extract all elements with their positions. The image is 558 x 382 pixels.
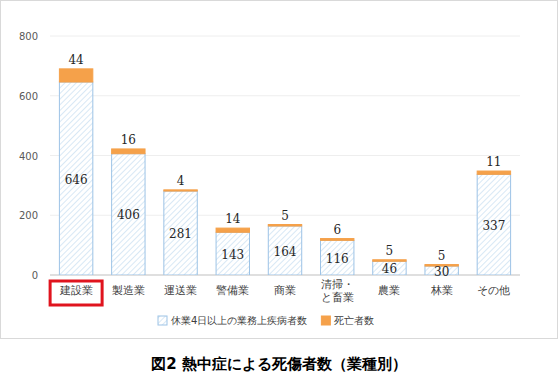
bar xyxy=(268,225,301,226)
data-label: 30 xyxy=(434,265,449,279)
bar xyxy=(477,171,510,174)
chart-title: 図2 熱中症による死傷者数（業種別） xyxy=(151,355,407,373)
bar xyxy=(164,191,197,275)
bar xyxy=(477,174,510,275)
x-tick-line: その他 xyxy=(477,284,510,297)
chart-frame xyxy=(1,1,558,339)
x-tick-label: 農業 xyxy=(378,284,400,297)
y-tick-label: 600 xyxy=(19,91,38,102)
data-label: 14 xyxy=(225,212,241,226)
data-label: 143 xyxy=(221,248,244,262)
x-tick-line: 運送業 xyxy=(164,284,197,297)
bar xyxy=(373,260,406,261)
data-label: 5 xyxy=(438,249,446,263)
data-label: 406 xyxy=(117,208,140,222)
x-tick-line: 建設業 xyxy=(59,284,93,297)
x-tick-line: と畜業 xyxy=(321,291,354,304)
data-label: 646 xyxy=(65,173,88,187)
x-tick-line: 警備業 xyxy=(216,284,249,297)
data-label: 46 xyxy=(382,262,397,276)
x-tick-label: 建設業 xyxy=(59,284,93,297)
x-tick-line: 林業 xyxy=(430,284,453,297)
legend-label: 死亡者数 xyxy=(334,315,374,326)
data-label: 5 xyxy=(281,209,289,223)
data-label: 281 xyxy=(169,227,192,241)
grid-line xyxy=(50,36,520,37)
chart-svg: 0200400600800646406281143164116463033744… xyxy=(0,0,558,382)
data-label: 5 xyxy=(386,244,394,258)
bar xyxy=(216,232,249,275)
x-tick-label: 清掃・と畜業 xyxy=(321,278,354,304)
x-tick-line: 商業 xyxy=(274,284,296,297)
data-label: 44 xyxy=(68,53,84,67)
x-tick-line: 農業 xyxy=(378,284,400,297)
legend-label: 休業4日以上の業務上疾病者数 xyxy=(171,315,307,326)
data-labels: 64640628114316411646303374416414565511 xyxy=(65,53,506,279)
x-tick-label: 製造業 xyxy=(112,284,145,297)
bar xyxy=(321,239,354,241)
chart-container: 0200400600800646406281143164116463033744… xyxy=(0,0,558,382)
bars xyxy=(59,69,510,275)
data-label: 337 xyxy=(482,219,505,233)
bar xyxy=(59,82,92,275)
x-tick-label: 警備業 xyxy=(216,284,249,297)
y-tick-label: 200 xyxy=(19,210,38,221)
legend-swatch xyxy=(321,316,330,325)
x-tick-label: 運送業 xyxy=(164,284,197,297)
highlight-box xyxy=(50,281,102,305)
y-tick-label: 400 xyxy=(19,151,38,162)
x-tick-label: 林業 xyxy=(430,284,453,297)
bar xyxy=(112,154,145,275)
x-tick-label: 商業 xyxy=(274,284,296,297)
data-label: 4 xyxy=(177,174,185,188)
legend: 休業4日以上の業務上疾病者数 死亡者数 xyxy=(158,315,374,326)
x-tick-label: その他 xyxy=(477,284,510,297)
x-tick-line: 清掃・ xyxy=(321,278,354,291)
bar xyxy=(216,228,249,232)
y-tick-label: 0 xyxy=(32,270,38,281)
data-label: 116 xyxy=(326,252,349,266)
bar xyxy=(59,69,92,82)
x-tick-line: 製造業 xyxy=(112,284,145,297)
legend-swatch xyxy=(158,316,167,325)
bar xyxy=(164,190,197,191)
y-tick-label: 800 xyxy=(19,31,38,42)
bar xyxy=(321,240,354,275)
data-label: 16 xyxy=(121,133,136,147)
bar xyxy=(112,149,145,154)
grid-line xyxy=(50,95,520,96)
bar xyxy=(268,226,301,275)
data-label: 11 xyxy=(486,155,501,169)
data-label: 164 xyxy=(274,245,297,259)
data-label: 6 xyxy=(333,223,341,237)
